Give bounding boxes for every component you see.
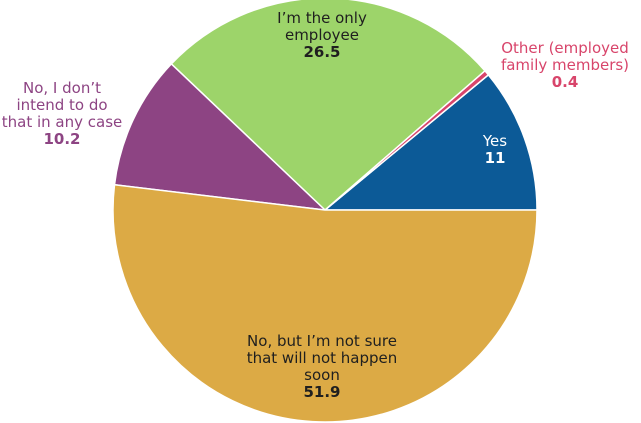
slice-label: Yes 11	[465, 133, 525, 167]
value-label: 26.5	[303, 43, 341, 61]
pie-slice	[113, 62, 328, 212]
slice-label: No, I don’t intend to do that in any cas…	[0, 80, 125, 148]
slice-label: No, but I’m not sure that will not happe…	[242, 333, 402, 401]
category-name: I’m the only employee	[277, 9, 367, 44]
value-label: 0.4	[551, 73, 579, 91]
pie-slice	[322, 73, 538, 211]
category-name: Yes	[482, 132, 508, 150]
value-label: 51.9	[303, 383, 341, 401]
slice-label: I’m the only employee 26.5	[262, 10, 382, 61]
pie-slice	[170, 0, 486, 212]
pie-slice	[112, 183, 538, 423]
category-name: No, but I’m not sure that will not happe…	[246, 332, 398, 384]
category-name: No, I don’t intend to do that in any cas…	[1, 79, 123, 131]
value-label: 10.2	[43, 130, 81, 148]
category-name: Other (employed family members)	[500, 39, 630, 74]
slice-label: Other (employed family members) 0.4	[495, 40, 635, 91]
value-label: 11	[484, 149, 506, 167]
